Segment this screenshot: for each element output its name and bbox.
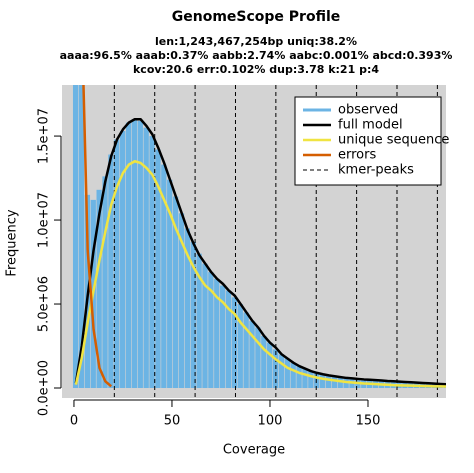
bar xyxy=(214,278,220,389)
line xyxy=(74,118,446,386)
bar xyxy=(290,362,296,389)
bar xyxy=(208,272,214,389)
bar xyxy=(184,228,190,389)
bar xyxy=(231,297,238,389)
subtitle: kcov:20.6 err:0.102% dup:3.78 k:21 p:4 xyxy=(133,63,379,76)
bar xyxy=(302,368,308,389)
bar xyxy=(96,189,102,389)
x-axis-label: Coverage xyxy=(223,443,285,458)
bar xyxy=(308,371,314,389)
line xyxy=(74,160,446,388)
line xyxy=(82,85,113,388)
bar xyxy=(108,154,114,389)
bar xyxy=(296,366,302,389)
bar xyxy=(337,377,343,389)
bar xyxy=(137,120,143,389)
subtitle: len:1,243,467,254bp uniq:38.2% xyxy=(155,35,357,48)
legend-label: unique sequence xyxy=(338,133,449,148)
bar xyxy=(261,335,267,389)
legend-label: observed xyxy=(338,103,398,118)
bar xyxy=(255,327,261,389)
bar xyxy=(167,179,173,389)
bar xyxy=(102,176,108,389)
bar xyxy=(78,85,85,389)
x-tick-label: 0 xyxy=(70,414,78,429)
bar xyxy=(202,263,208,389)
bar xyxy=(125,122,132,389)
x-tick-label: 50 xyxy=(164,414,181,429)
bar xyxy=(120,131,126,389)
legend-label: kmer-peaks xyxy=(338,163,414,178)
y-tick-label: 1.5e+07 xyxy=(37,108,52,164)
chart-title: GenomeScope Profile xyxy=(172,9,341,25)
bar xyxy=(161,164,167,389)
bar xyxy=(237,304,243,389)
legend-label: full model xyxy=(338,118,403,133)
x-tick-label: 150 xyxy=(356,414,381,429)
bar xyxy=(143,127,149,389)
bar xyxy=(72,85,79,389)
bar xyxy=(178,213,185,389)
y-tick-label: 0.0e+00 xyxy=(37,360,52,416)
bar xyxy=(319,374,326,389)
bar xyxy=(149,136,155,389)
legend-label: errors xyxy=(338,148,376,163)
bar xyxy=(249,320,255,389)
bar xyxy=(278,354,285,389)
x-tick-label: 100 xyxy=(258,414,283,429)
bar xyxy=(267,342,273,389)
bar xyxy=(243,312,249,389)
bar xyxy=(155,149,161,389)
y-axis-label: Frequency xyxy=(5,209,20,276)
y-tick-label: 1.0e+07 xyxy=(37,192,52,248)
bar xyxy=(131,119,138,389)
bar xyxy=(196,253,202,389)
bar xyxy=(331,376,338,389)
bar xyxy=(190,241,196,389)
plot-area xyxy=(72,85,446,398)
y-tick-label: 5.0e+06 xyxy=(37,276,52,332)
bar xyxy=(325,375,332,389)
bar xyxy=(172,196,179,389)
bar xyxy=(225,290,232,389)
bar xyxy=(219,285,226,389)
bar xyxy=(114,139,120,389)
bar xyxy=(284,358,290,389)
subtitle: aaaa:96.5% aaab:0.37% aabb:2.74% aabc:0.… xyxy=(60,49,453,62)
